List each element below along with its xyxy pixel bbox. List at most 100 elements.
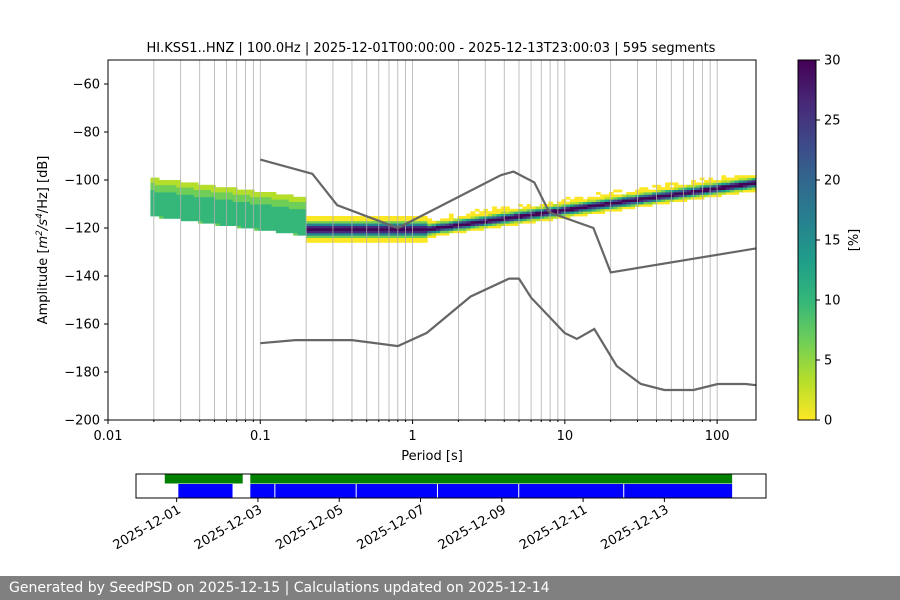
density-cell	[262, 192, 268, 195]
density-cell	[301, 206, 307, 210]
density-cell	[396, 223, 402, 226]
density-cell	[388, 240, 394, 243]
density-cell	[639, 204, 644, 207]
density-cell	[245, 208, 251, 212]
density-cell	[353, 216, 359, 219]
density-cell	[353, 240, 359, 243]
density-cell	[362, 228, 368, 231]
density-cell	[254, 220, 259, 224]
density-cell	[639, 196, 644, 200]
density-cell	[275, 218, 281, 222]
density-cell	[219, 201, 225, 205]
density-cell	[730, 189, 735, 193]
density-cell	[704, 189, 709, 193]
density-cell	[405, 228, 411, 231]
density-cell	[725, 182, 731, 186]
density-cell	[552, 211, 558, 214]
density-cell	[483, 218, 489, 222]
plot-area: 0.01 0.1 1 10 100 −60 −80 −100 −120 −140 −160 −180…	[64, 59, 757, 444]
density-cell	[258, 220, 264, 224]
density-cell	[301, 213, 307, 217]
density-cell	[185, 213, 190, 217]
density-cell	[396, 220, 402, 224]
density-cell	[479, 216, 484, 219]
density-cell	[232, 220, 238, 224]
plot-frame	[107, 59, 757, 421]
density-cell	[617, 204, 623, 207]
density-cell	[185, 194, 190, 198]
density-cell	[366, 228, 372, 231]
density-cell	[172, 201, 177, 205]
density-cell	[461, 230, 467, 234]
density-cell	[444, 230, 450, 234]
density-cell	[747, 184, 753, 188]
density-cell	[375, 240, 381, 243]
density-cell	[336, 232, 342, 236]
density-cell	[249, 194, 255, 198]
density-cell	[531, 213, 536, 217]
x-axis-label: Period [s]	[401, 449, 463, 464]
density-cell	[185, 211, 190, 214]
density-cell	[656, 194, 662, 198]
density-cell	[574, 201, 580, 205]
density-cell	[582, 208, 588, 212]
x-tick-label: 1	[408, 429, 416, 444]
density-cell	[202, 220, 208, 224]
density-cell	[198, 187, 203, 190]
density-cell	[725, 184, 731, 188]
density-cell	[483, 208, 489, 212]
density-cell	[734, 184, 740, 188]
density-cell	[518, 213, 523, 217]
density-cell	[440, 218, 445, 222]
density-cell	[652, 189, 657, 193]
density-cell	[392, 223, 398, 226]
density-cell	[258, 208, 264, 212]
density-cell	[362, 237, 368, 241]
density-cell	[371, 232, 376, 236]
density-cell	[254, 216, 259, 219]
density-cell	[254, 204, 259, 207]
density-cell	[704, 180, 709, 183]
density-cell	[682, 189, 688, 193]
density-cell	[388, 218, 394, 222]
density-cell	[470, 211, 476, 214]
density-cell	[582, 206, 588, 210]
density-cell	[267, 192, 272, 195]
density-cell	[319, 220, 324, 224]
density-cell	[185, 199, 190, 202]
density-cell	[206, 201, 212, 205]
density-cell	[492, 218, 497, 222]
density-cell	[327, 240, 333, 243]
density-cell	[487, 223, 493, 226]
density-cell	[198, 194, 203, 198]
density-cell	[280, 225, 285, 229]
density-cell	[288, 208, 294, 212]
density-cell	[241, 194, 247, 198]
density-cell	[673, 192, 679, 195]
x-tick-label: 100	[705, 429, 730, 444]
density-cell	[319, 228, 324, 231]
density-cell	[267, 201, 272, 205]
density-cell	[176, 184, 182, 188]
density-cell	[314, 235, 320, 238]
density-cell	[314, 225, 320, 229]
density-cell	[189, 192, 195, 195]
density-cell	[686, 189, 692, 193]
density-cell	[647, 196, 653, 200]
density-cell	[232, 223, 238, 226]
noise-model-curves	[260, 158, 756, 392]
density-cell	[379, 228, 385, 231]
density-cell	[384, 218, 389, 222]
density-cell	[704, 182, 709, 186]
density-cell	[310, 218, 316, 222]
density-cell	[518, 211, 523, 214]
density-cell	[358, 218, 363, 222]
density-cell	[660, 194, 666, 198]
density-cell	[198, 184, 203, 188]
density-cell	[457, 228, 463, 231]
density-cell	[366, 237, 372, 241]
density-cell	[180, 189, 186, 193]
density-cell	[150, 189, 156, 193]
density-cell	[249, 206, 255, 210]
density-cell	[172, 180, 177, 183]
